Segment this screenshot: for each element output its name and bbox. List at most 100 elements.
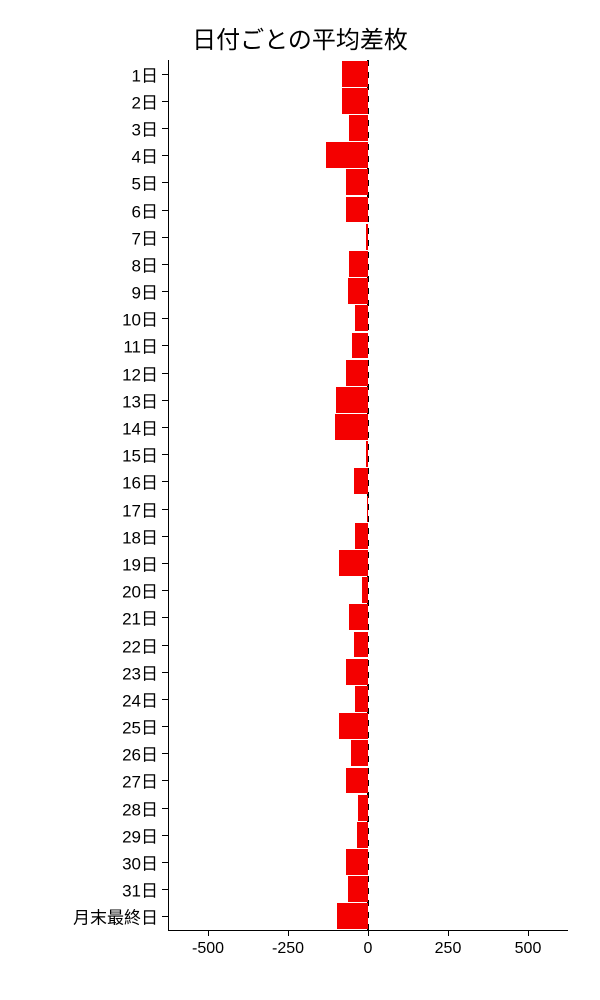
y-tick xyxy=(162,645,168,646)
y-tick xyxy=(162,916,168,917)
y-tick-label: 月末最終日 xyxy=(73,904,158,929)
bar xyxy=(349,115,368,141)
bar xyxy=(336,387,368,413)
y-tick-label: 29日 xyxy=(122,822,158,847)
bar xyxy=(346,849,368,875)
bar xyxy=(346,360,368,386)
bar xyxy=(366,224,368,250)
y-tick xyxy=(162,318,168,319)
y-tick-label: 21日 xyxy=(122,605,158,630)
y-tick xyxy=(162,237,168,238)
bar xyxy=(355,523,368,549)
bar xyxy=(335,414,368,440)
chart-container: 日付ごとの平均差枚 -500-2500250500 1日2日3日4日5日6日7日… xyxy=(0,0,600,1000)
y-tick xyxy=(162,835,168,836)
y-tick xyxy=(162,427,168,428)
x-tick-label: 0 xyxy=(364,940,373,958)
bar xyxy=(346,768,368,794)
plot-area: -500-2500250500 1日2日3日4日5日6日7日8日9日10日11日… xyxy=(168,60,568,930)
y-tick xyxy=(162,889,168,890)
bar xyxy=(342,88,368,114)
bar xyxy=(367,496,368,522)
bar xyxy=(337,903,368,929)
y-tick-label: 30日 xyxy=(122,850,158,875)
y-tick-label: 12日 xyxy=(122,360,158,385)
bar xyxy=(366,441,368,467)
y-tick-label: 18日 xyxy=(122,523,158,548)
y-tick-label: 15日 xyxy=(122,442,158,467)
y-tick xyxy=(162,862,168,863)
y-tick xyxy=(162,210,168,211)
y-tick xyxy=(162,74,168,75)
y-tick-label: 14日 xyxy=(122,415,158,440)
y-tick xyxy=(162,509,168,510)
y-tick-label: 9日 xyxy=(132,279,158,304)
y-tick xyxy=(162,699,168,700)
y-tick xyxy=(162,536,168,537)
y-tick xyxy=(162,726,168,727)
y-tick xyxy=(162,400,168,401)
y-tick xyxy=(162,753,168,754)
bar xyxy=(348,278,368,304)
bar xyxy=(355,305,368,331)
bar xyxy=(346,659,368,685)
y-tick-label: 4日 xyxy=(132,143,158,168)
y-tick-label: 31日 xyxy=(122,877,158,902)
y-tick xyxy=(162,345,168,346)
y-tick xyxy=(162,373,168,374)
y-tick xyxy=(162,617,168,618)
x-tick xyxy=(288,930,289,936)
bar xyxy=(355,686,368,712)
y-tick xyxy=(162,291,168,292)
y-tick-label: 28日 xyxy=(122,795,158,820)
y-tick-label: 1日 xyxy=(132,61,158,86)
x-tick xyxy=(208,930,209,936)
y-tick xyxy=(162,780,168,781)
y-tick xyxy=(162,155,168,156)
y-tick-label: 16日 xyxy=(122,469,158,494)
bar xyxy=(349,604,368,630)
y-tick-label: 5日 xyxy=(132,170,158,195)
y-tick xyxy=(162,182,168,183)
y-tick xyxy=(162,563,168,564)
y-tick-label: 2日 xyxy=(132,88,158,113)
y-tick xyxy=(162,101,168,102)
bar xyxy=(362,577,368,603)
bar xyxy=(346,197,368,223)
x-tick-label: 250 xyxy=(435,940,462,958)
x-tick-label: -500 xyxy=(192,940,224,958)
y-axis xyxy=(168,60,169,930)
bar xyxy=(348,876,368,902)
y-tick xyxy=(162,481,168,482)
bar xyxy=(357,822,368,848)
y-tick-label: 11日 xyxy=(123,333,158,358)
y-tick-label: 6日 xyxy=(132,197,158,222)
x-tick xyxy=(368,930,369,936)
x-tick-label: -250 xyxy=(272,940,304,958)
x-tick xyxy=(528,930,529,936)
bar xyxy=(339,713,368,739)
bar xyxy=(326,142,368,168)
y-tick-label: 3日 xyxy=(132,115,158,140)
bar xyxy=(349,251,368,277)
y-tick-label: 24日 xyxy=(122,686,158,711)
y-tick xyxy=(162,454,168,455)
bar xyxy=(351,740,368,766)
y-tick-label: 17日 xyxy=(122,496,158,521)
bar xyxy=(339,550,368,576)
bar xyxy=(342,61,368,87)
y-tick xyxy=(162,264,168,265)
x-tick-label: 500 xyxy=(515,940,542,958)
y-tick-label: 20日 xyxy=(122,578,158,603)
y-tick-label: 7日 xyxy=(132,224,158,249)
y-tick-label: 26日 xyxy=(122,741,158,766)
y-tick xyxy=(162,128,168,129)
bar xyxy=(354,632,368,658)
y-tick xyxy=(162,672,168,673)
y-tick-label: 19日 xyxy=(122,550,158,575)
bar xyxy=(358,795,368,821)
y-tick-label: 8日 xyxy=(132,251,158,276)
bar xyxy=(354,468,368,494)
bar xyxy=(352,333,368,359)
x-tick xyxy=(448,930,449,936)
